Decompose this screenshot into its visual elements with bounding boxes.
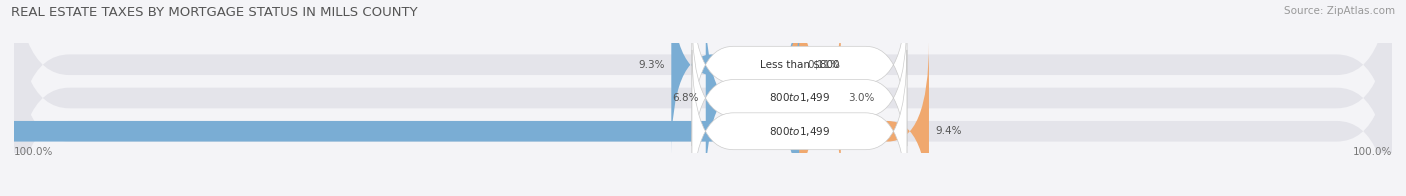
FancyBboxPatch shape bbox=[14, 9, 1392, 196]
FancyBboxPatch shape bbox=[800, 9, 841, 187]
Text: 6.8%: 6.8% bbox=[672, 93, 699, 103]
FancyBboxPatch shape bbox=[692, 17, 907, 179]
FancyBboxPatch shape bbox=[14, 0, 1392, 196]
Text: 9.4%: 9.4% bbox=[936, 126, 962, 136]
Text: REAL ESTATE TAXES BY MORTGAGE STATUS IN MILLS COUNTY: REAL ESTATE TAXES BY MORTGAGE STATUS IN … bbox=[11, 6, 418, 19]
Text: 0.11%: 0.11% bbox=[808, 60, 841, 70]
Text: 100.0%: 100.0% bbox=[14, 147, 53, 157]
Text: 3.0%: 3.0% bbox=[848, 93, 875, 103]
FancyBboxPatch shape bbox=[800, 42, 929, 196]
FancyBboxPatch shape bbox=[759, 0, 841, 154]
Text: Less than $800: Less than $800 bbox=[759, 60, 839, 70]
FancyBboxPatch shape bbox=[671, 0, 800, 154]
FancyBboxPatch shape bbox=[14, 0, 1392, 187]
Text: Source: ZipAtlas.com: Source: ZipAtlas.com bbox=[1284, 6, 1395, 16]
FancyBboxPatch shape bbox=[692, 50, 907, 196]
FancyBboxPatch shape bbox=[706, 9, 800, 187]
Text: $800 to $1,499: $800 to $1,499 bbox=[769, 92, 830, 104]
Text: 100.0%: 100.0% bbox=[1353, 147, 1392, 157]
Text: 9.3%: 9.3% bbox=[638, 60, 665, 70]
FancyBboxPatch shape bbox=[0, 42, 800, 196]
FancyBboxPatch shape bbox=[692, 0, 907, 146]
Text: $800 to $1,499: $800 to $1,499 bbox=[769, 125, 830, 138]
